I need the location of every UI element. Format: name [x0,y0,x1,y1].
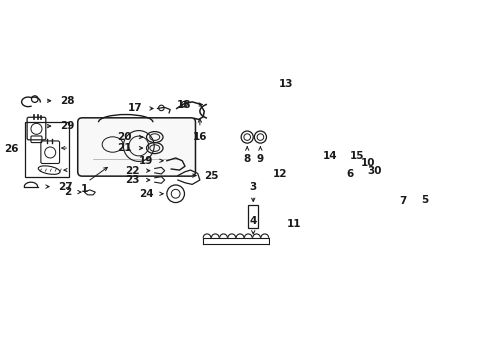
Text: 22: 22 [124,166,139,176]
Text: 9: 9 [256,154,264,163]
Text: 19: 19 [139,156,153,166]
Text: 24: 24 [139,189,153,199]
Text: 17: 17 [128,103,142,113]
Text: 2: 2 [64,187,71,197]
Text: 14: 14 [322,152,336,161]
Text: 11: 11 [286,219,301,229]
Text: 25: 25 [204,171,218,181]
FancyBboxPatch shape [78,118,195,176]
Text: 12: 12 [272,169,287,179]
Text: 3: 3 [249,182,256,192]
Text: 13: 13 [278,79,292,89]
Text: 23: 23 [124,175,139,185]
Text: 26: 26 [4,144,18,154]
Text: 20: 20 [117,132,131,142]
Text: 5: 5 [421,195,428,205]
Text: 7: 7 [399,196,406,206]
Text: 10: 10 [360,158,375,168]
Text: 4: 4 [249,216,256,226]
Text: 1: 1 [81,184,88,194]
Text: 28: 28 [60,96,75,106]
Text: 29: 29 [60,121,74,131]
Text: 21: 21 [117,143,131,153]
Text: 16: 16 [192,131,207,141]
Text: 8: 8 [243,154,250,163]
Bar [25,122,69,177]
Text: 27: 27 [59,181,73,192]
Text: 18: 18 [176,100,190,109]
Bar [248,205,258,229]
Text: 15: 15 [349,152,364,161]
Text: 30: 30 [367,166,381,176]
Text: 6: 6 [346,169,353,179]
